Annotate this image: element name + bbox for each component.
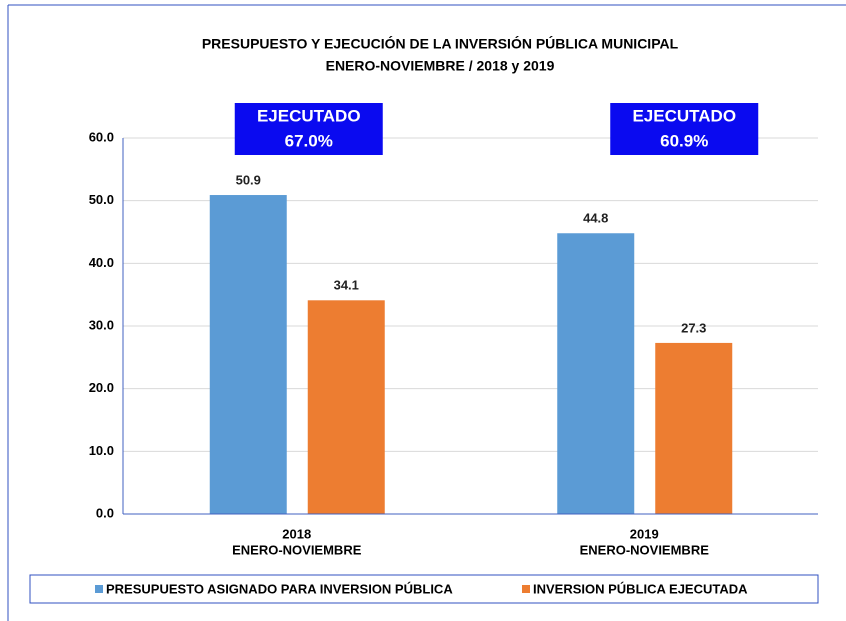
chart-title: PRESUPUESTO Y EJECUCIÓN DE LA INVERSIÓN … [202,35,679,52]
annotation-text: EJECUTADO [257,106,361,125]
y-tick-label: 20.0 [89,380,114,395]
x-tick-label: ENERO-NOVIEMBRE [232,542,362,557]
y-tick-label: 10.0 [89,443,114,458]
x-tick-label: 2018 [282,526,311,541]
y-tick-label: 0.0 [96,505,114,520]
annotation-box [610,103,759,155]
bar [209,195,287,514]
legend-swatch [522,585,530,593]
legend-swatch [95,585,103,593]
bar [557,233,635,514]
chart-subtitle: ENERO-NOVIEMBRE / 2018 y 2019 [326,58,555,74]
value-label: 44.8 [583,211,608,226]
annotation-text: EJECUTADO [632,106,736,125]
y-tick-label: 60.0 [89,129,114,144]
annotation-text: 60.9% [660,131,708,150]
legend-box [29,574,819,604]
annotation-box [234,103,383,155]
legend-label: PRESUPUESTO ASIGNADO PARA INVERSION PÚBL… [106,581,453,596]
y-tick-label: 50.0 [89,192,114,207]
value-label: 34.1 [334,278,359,293]
legend-label: INVERSION PÚBLICA EJECUTADA [533,581,748,596]
bar [655,342,733,514]
x-tick-label: 2019 [630,526,659,541]
value-label: 50.9 [236,172,261,187]
annotation-text: 67.0% [285,131,333,150]
x-tick-label: ENERO-NOVIEMBRE [580,542,710,557]
y-tick-label: 40.0 [89,255,114,270]
value-label: 27.3 [681,320,706,335]
y-tick-label: 30.0 [89,317,114,332]
bar [307,300,385,514]
